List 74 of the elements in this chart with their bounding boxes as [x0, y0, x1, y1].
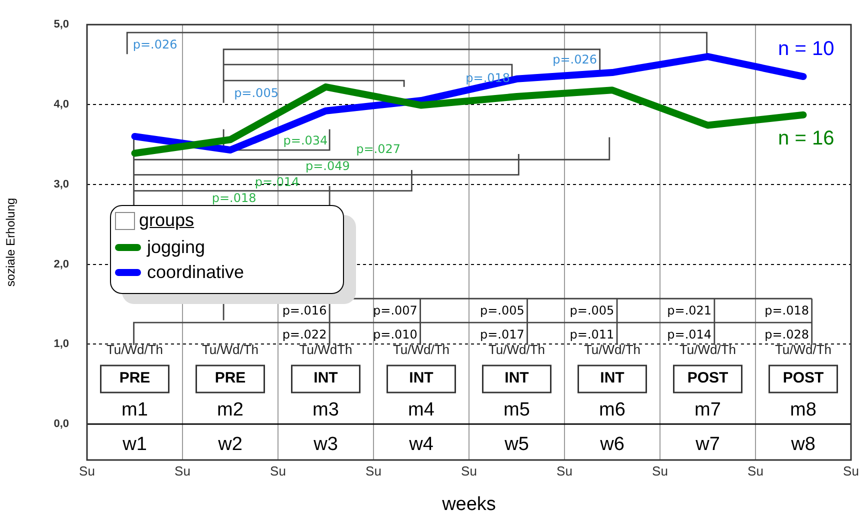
annotation: Tu/Wd/Th: [679, 342, 736, 358]
x-tick-label: w3: [312, 434, 338, 456]
annotation: p=.034: [283, 133, 328, 148]
x-tick-label: w2: [217, 434, 242, 456]
annotation: m8: [790, 400, 816, 421]
annotation: p=.005: [234, 86, 278, 100]
annotation: m3: [312, 400, 339, 421]
annotation: Tu/Wd/Th: [106, 342, 164, 358]
annotation: POST: [782, 370, 824, 387]
annotation: n = 10: [778, 38, 834, 60]
text: Su: [270, 464, 286, 479]
text: Su: [556, 464, 572, 479]
y-tick-label: 0,0: [54, 418, 69, 430]
x-tick-label: w6: [599, 434, 624, 456]
text: Su: [461, 464, 477, 479]
x-tick-label: w8: [790, 434, 816, 456]
y-tick-label: 2,0: [54, 258, 69, 270]
x-axis-title: weeks: [441, 494, 496, 515]
text: Su: [843, 464, 859, 479]
annotation: p=.021: [667, 304, 712, 318]
annotation: m2: [217, 400, 244, 421]
annotation: p=.018: [764, 304, 809, 318]
annotation: p=.005: [570, 304, 614, 318]
annotation: INT: [314, 370, 338, 387]
annotation: p=.018: [466, 71, 510, 86]
text: Su: [366, 464, 382, 479]
annotation: Tu/Wd/Th: [392, 342, 450, 358]
y-tick-label: 1,0: [54, 338, 69, 350]
annotation: POST: [687, 370, 728, 387]
text: Su: [652, 464, 668, 479]
annotation: Tu/Wd/Th: [202, 342, 259, 358]
annotation: m1: [122, 400, 148, 421]
annotation: p=.028: [764, 327, 809, 342]
annotation: p=.017: [480, 327, 524, 342]
annotation: PRE: [214, 370, 246, 387]
annotation: p=.022: [282, 327, 327, 342]
annotation: INT: [504, 370, 529, 387]
y-tick-label: 4,0: [54, 98, 69, 111]
annotation: p=.011: [570, 327, 614, 342]
annotation: m7: [694, 400, 721, 421]
annotation: Tu/WdTh: [299, 342, 352, 358]
annotation: n = 16: [778, 127, 834, 150]
annotation: p=.027: [356, 142, 400, 156]
annotation: p=.026: [552, 52, 597, 67]
annotation: p=.016: [282, 304, 327, 318]
legend-label: jogging: [147, 237, 206, 258]
annotation: m5: [504, 400, 530, 421]
annotation: m4: [408, 400, 435, 421]
legend-title: groups: [139, 210, 194, 231]
annotation: p=.014: [254, 174, 300, 189]
annotation: PRE: [119, 370, 150, 387]
y-tick-label: 5,0: [54, 18, 69, 31]
annotation: INT: [409, 370, 434, 387]
annotation: Tu/Wd/Th: [488, 342, 546, 358]
annotation: p=.007: [373, 304, 418, 318]
x-tick-label: w7: [694, 434, 720, 456]
legend-label: coordinative: [147, 262, 244, 283]
annotation: p=.026: [132, 37, 178, 52]
annotation: Tu/Wd/Th: [774, 342, 832, 358]
text: Su: [748, 464, 764, 479]
text: Su: [79, 464, 95, 479]
annotation: p=.014: [667, 327, 712, 342]
annotation: Tu/Wd/Th: [584, 342, 641, 358]
x-tick-label: w1: [122, 434, 147, 456]
x-tick-label: w4: [408, 434, 434, 456]
annotation: m6: [599, 400, 626, 421]
y-axis-title: soziale Erholung: [4, 198, 18, 287]
annotation: p=.005: [480, 304, 524, 318]
y-tick-label: 3,0: [54, 178, 69, 190]
annotation: p=.049: [305, 158, 350, 173]
text: Su: [174, 464, 190, 479]
x-tick-label: w5: [504, 434, 529, 456]
annotation: p=.010: [373, 327, 418, 342]
annotation: INT: [600, 370, 624, 387]
